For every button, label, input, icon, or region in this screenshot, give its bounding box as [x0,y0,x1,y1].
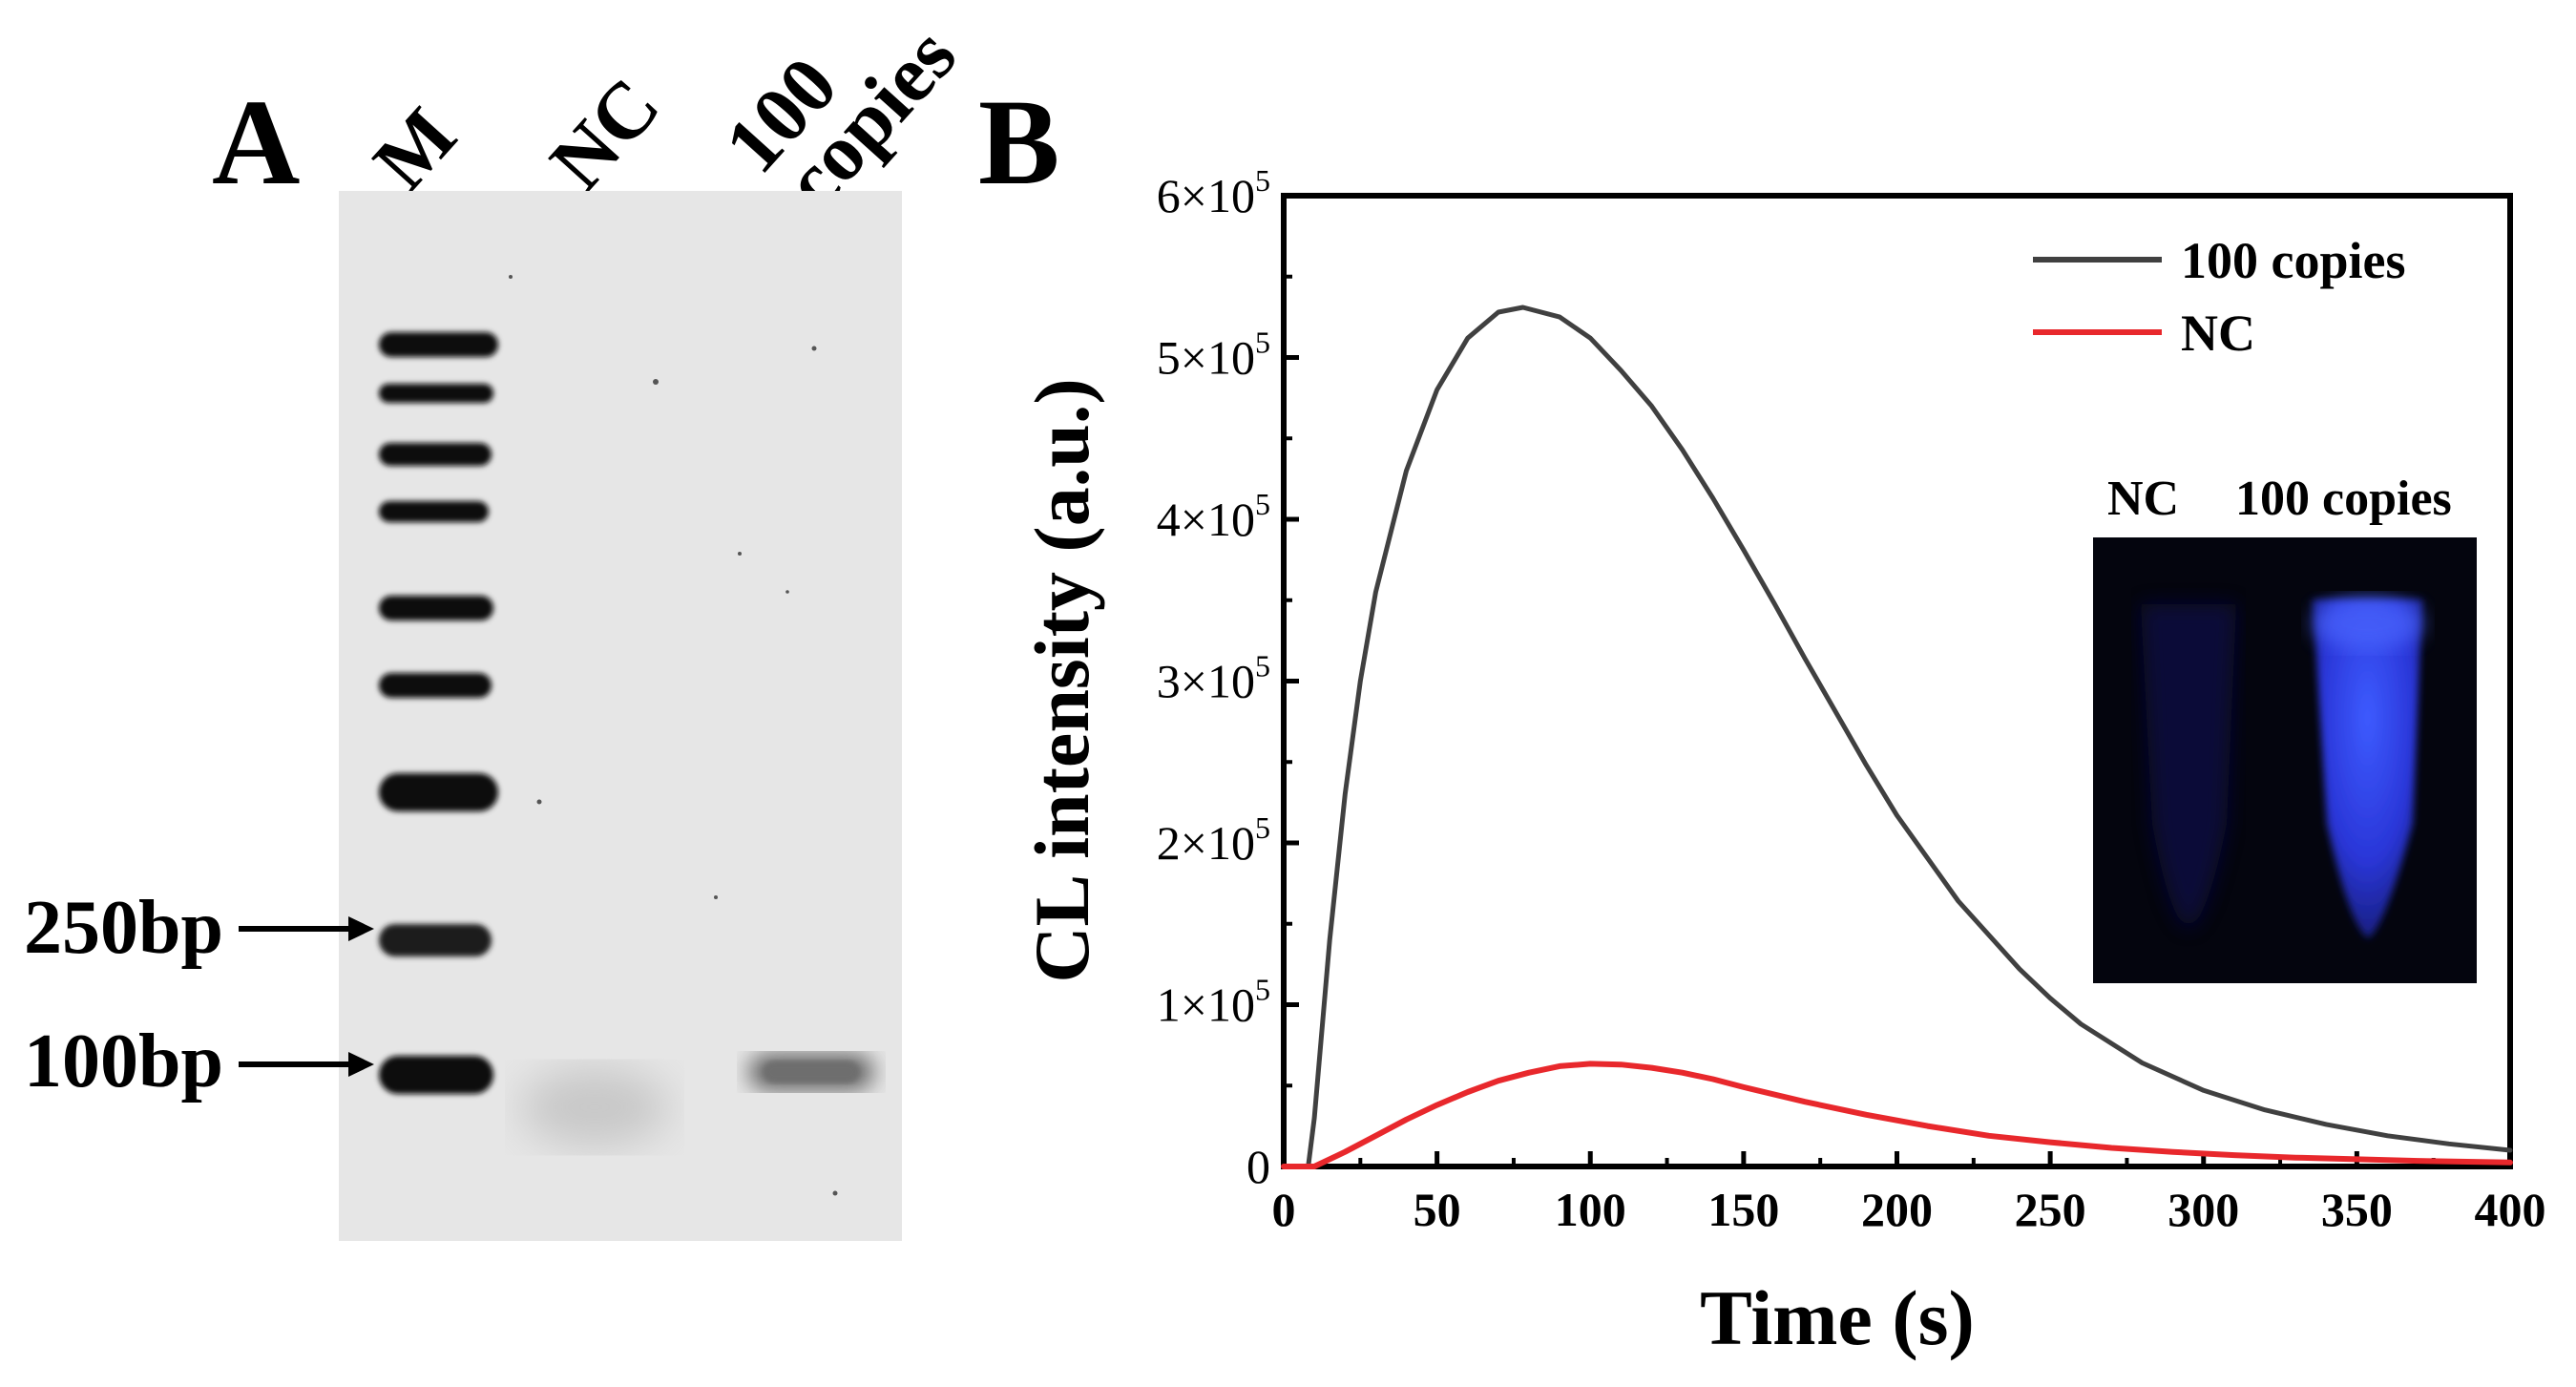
legend-label-100-copies: 100 copies [2181,232,2406,289]
y-tick-label: 2×105 [1157,810,1270,870]
y-tick-label: 4×105 [1157,487,1270,546]
x-tick-label: 200 [1861,1183,1933,1236]
y-tick-label: 3×105 [1157,649,1270,708]
y-tick-label: 0 [1246,1140,1270,1193]
y-axis-title: CL intensity (a.u.) [1018,378,1105,982]
ladder-band [379,924,492,956]
series-line-nc [1281,1061,2513,1169]
tube-100-copies [2313,599,2422,938]
x-tick-label: 0 [1272,1183,1296,1236]
ladder-band [379,1056,493,1094]
x-axis: 0 50 100 150 200 250 300 350 400 [1272,1151,2546,1236]
marker-label-250bp: 250bp [24,886,223,970]
tube-nc [2141,604,2236,929]
ladder-band [379,332,498,357]
x-axis-title: Time (s) [1700,1274,1975,1361]
ladder-band [379,443,492,466]
series-lines [1281,305,2513,1169]
gel-bands [339,191,902,1241]
marker-label-100bp: 100bp [24,1019,223,1103]
ladder-band [379,773,498,811]
ladder-band [379,384,493,403]
ladder-band [379,673,492,698]
tube-photo-inset [2093,537,2477,983]
x-tick-label: 100 [1555,1183,1626,1236]
x-tick-label: 350 [2321,1183,2393,1236]
legend: 100 copies NC [2033,232,2406,362]
y-axis: 0 1×105 2×105 3×105 4×105 5×105 6×105 [1157,163,1299,1193]
ladder-band [379,596,493,620]
inset-label-nc: NC [2107,472,2180,526]
legend-label-nc: NC [2181,305,2255,362]
sample-band-core [764,1061,859,1082]
x-tick-label: 50 [1414,1183,1461,1236]
x-tick-label: 150 [1707,1183,1779,1236]
panel-a-label: A [212,74,301,210]
tube-photo [2093,537,2477,983]
series-line-100-copies [1281,305,2513,1169]
y-tick-label: 5×105 [1157,326,1270,385]
gel-image [339,191,902,1241]
y-tick-label: 1×105 [1157,973,1270,1032]
x-tick-label: 250 [2015,1183,2086,1236]
panel-b-label: B [978,74,1060,210]
ladder-band [379,501,489,522]
x-tick-label: 400 [2475,1183,2546,1236]
inset-label-100-copies: 100 copies [2235,472,2452,526]
nc-smear [520,1067,669,1147]
y-tick-label: 6×105 [1157,163,1270,222]
x-tick-label: 300 [2168,1183,2239,1236]
